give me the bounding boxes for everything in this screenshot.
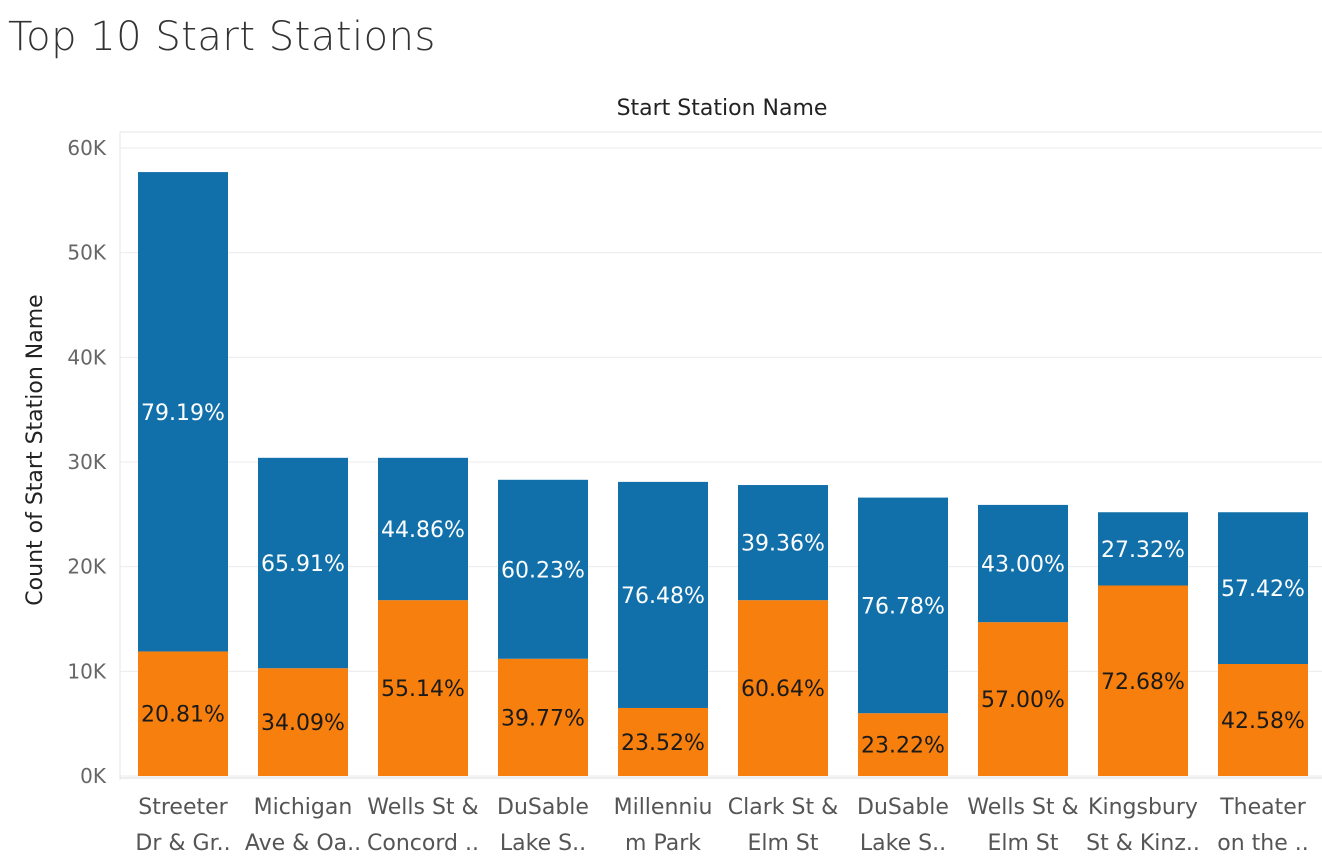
data-label: 60.23% [501,558,585,583]
y-tick-label: 40K [67,345,106,369]
bar-segment [738,600,828,776]
x-tick-label: on the .. [1217,831,1308,856]
bar-segment [978,504,1068,623]
data-label: 43.00% [981,553,1065,578]
axes: 0K 10K 20K 30K 40K 50K 60K Streeter Dr & Gr.. Mic… [67,131,1322,856]
bar-segment [858,497,948,714]
x-tick-label: St & Kinz.. [1086,831,1200,856]
x-tick-label: DuSable [857,795,949,820]
x-tick-label: Millenniu [614,795,713,820]
data-label: 23.52% [621,731,705,756]
data-label: 57.00% [981,688,1065,713]
x-tick-label: Elm St [747,831,818,856]
data-label: 44.86% [381,518,465,543]
bar-segment [378,600,468,776]
bar-segment [1098,512,1188,586]
x-tick-label: Dr & Gr.. [135,831,230,856]
data-label: 27.32% [1101,538,1185,563]
bar-segment [498,479,588,659]
x-tick-label: m Park [625,831,701,856]
data-label: 23.22% [861,734,945,759]
x-tick-label: Theater [1219,795,1307,820]
bar-segment [978,622,1068,776]
x-tick-label: Ave & Oa.. [245,831,361,856]
x-tick-label: Lake S.. [500,831,586,856]
y-tick-label: 60K [67,136,106,160]
bar-segment [258,457,348,669]
data-label: 42.58% [1221,709,1305,734]
data-label: 39.77% [501,706,585,731]
x-tick-label: Streeter [138,795,228,820]
bars [138,172,1308,776]
data-label: 65.91% [261,552,345,577]
y-tick-label: 10K [67,659,106,683]
bar-segment [1098,585,1188,776]
data-label: 34.09% [261,711,345,736]
y-tick-label: 20K [67,555,106,579]
bar-segment [618,481,708,708]
data-label: 76.48% [621,584,705,609]
y-tick-label: 50K [67,241,106,265]
y-axis-title: Count of Start Station Name [23,294,48,605]
data-label: 20.81% [141,703,225,728]
x-tick-label: Clark St & [728,795,838,820]
x-tick-label: Michigan [254,795,353,820]
bar-segment [858,713,948,776]
y-tick-label: 30K [67,450,106,474]
chart-title: Top 10 Start Stations [8,14,436,60]
bar-segment [138,651,228,776]
x-tick-label: Wells St & [967,795,1078,820]
x-tick-label: Lake S.. [860,831,946,856]
x-tick-label: Wells St & [367,795,478,820]
data-label: 60.64% [741,677,825,702]
data-label: 57.42% [1221,577,1305,602]
bar-segment [378,457,468,601]
bar-segment [498,658,588,776]
x-tick-label: Elm St [987,831,1058,856]
data-label: 39.36% [741,532,825,557]
x-tick-label: Kingsbury [1088,795,1198,820]
bar-segment [1218,664,1308,776]
bar-segment [258,668,348,776]
bar-segment [138,172,228,652]
bar-segment [618,707,708,776]
x-tick-label: DuSable [497,795,589,820]
data-labels: 20.81% 79.19% 34.09% 65.91% 55.14% 44.86% 39.7… [141,401,1305,759]
bar-segment [738,485,828,601]
data-label: 72.68% [1101,670,1185,695]
bar-segment [1218,512,1308,665]
y-tick-label: 0K [80,764,107,788]
x-tick-label: Concord .. [367,831,479,856]
data-label: 76.78% [861,594,945,619]
x-axis-title: Start Station Name [617,96,828,121]
data-label: 79.19% [141,401,225,426]
data-label: 55.14% [381,677,465,702]
